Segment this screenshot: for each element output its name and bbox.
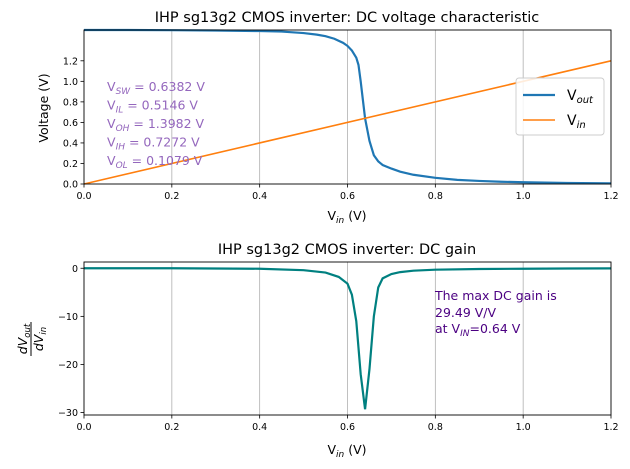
threshold-annotation-ih: VIH = 0.7272 V (107, 135, 200, 153)
gain-y-tick-label: −30 (58, 408, 78, 419)
voltage-y-tick-label: 0.4 (63, 138, 78, 149)
legend-vout-label: Vout (567, 88, 594, 106)
gain-chart-title: IHP sg13g2 CMOS inverter: DC gain (218, 242, 476, 258)
gain-x-tick-label: 0.4 (252, 422, 267, 433)
vout-series-line (84, 28, 612, 185)
gain-y-numerator: dVout (15, 323, 33, 354)
voltage-y-tick-label: 0.6 (63, 118, 78, 129)
voltage-chart-y-ticks: 0.0 0.2 0.4 0.6 0.8 1.0 1.2 (63, 56, 84, 191)
gain-chart-x-ticks: 0.0 0.2 0.4 0.6 0.8 1.0 1.2 (76, 415, 619, 433)
voltage-x-tick-label: 0.4 (252, 191, 267, 202)
gain-x-tick-label: 1.2 (603, 422, 618, 433)
gain-chart: IHP sg13g2 CMOS inverter: DC gain 0.0 0.2… (15, 242, 619, 460)
voltage-chart-x-ticks: 0.0 0.2 0.4 0.6 0.8 1.0 1.2 (76, 184, 619, 202)
voltage-x-tick-label: 0.8 (428, 191, 443, 202)
voltage-x-tick-label: 1.0 (516, 191, 531, 202)
voltage-y-tick-label: 1.2 (63, 56, 78, 67)
gain-y-tick-label: 0 (72, 264, 78, 275)
voltage-chart: IHP sg13g2 CMOS inverter: DC voltage cha… (36, 10, 619, 226)
gain-x-tick-label: 0.6 (340, 422, 355, 433)
gain-y-tick-label: −20 (58, 360, 78, 371)
threshold-annotation-oh: VOH = 1.3982 V (107, 116, 205, 134)
legend-vin-label: Vin (567, 113, 586, 131)
gain-x-tick-label: 0.0 (76, 422, 91, 433)
gain-x-tick-label: 0.8 (428, 422, 443, 433)
legend-box (515, 77, 605, 136)
gain-y-denominator: dVin (31, 327, 49, 351)
gain-y-tick-label: −10 (58, 312, 78, 323)
voltage-y-tick-label: 1.0 (63, 77, 78, 88)
voltage-chart-grid (171, 30, 524, 184)
gain-chart-grid (171, 262, 524, 415)
gain-x-tick-label: 0.2 (164, 422, 179, 433)
voltage-chart-legend: Vout Vin (515, 77, 605, 136)
voltage-x-tick-label: 0.0 (76, 191, 91, 202)
max-gain-annotation: The max DC gain is 29.49 V/V at VIN=0.64… (434, 288, 557, 339)
max-gain-line-2: 29.49 V/V (435, 305, 497, 320)
gain-chart-y-ticks: 0 −10 −20 −30 (58, 264, 84, 419)
voltage-chart-x-label: Vin (V) (327, 208, 366, 226)
gain-chart-y-label: dVout dVin (15, 322, 49, 356)
voltage-chart-y-label: Voltage (V) (36, 73, 51, 142)
voltage-x-tick-label: 0.6 (340, 191, 355, 202)
gain-chart-x-label: Vin (V) (327, 442, 366, 460)
voltage-y-tick-label: 0.0 (63, 180, 78, 191)
voltage-y-tick-label: 0.2 (63, 159, 78, 170)
gain-series-line (84, 267, 612, 410)
voltage-x-tick-label: 1.2 (603, 191, 618, 202)
voltage-x-tick-label: 0.2 (164, 191, 179, 202)
gain-x-tick-label: 1.0 (516, 422, 531, 433)
max-gain-line-1: The max DC gain is (434, 288, 557, 303)
max-gain-line-3: at VIN=0.64 V (435, 321, 521, 339)
threshold-annotation-sw: VSW = 0.6382 V (107, 79, 205, 97)
voltage-chart-title: IHP sg13g2 CMOS inverter: DC voltage cha… (155, 10, 540, 26)
threshold-annotation-il: VIL = 0.5146 V (107, 98, 198, 116)
voltage-y-tick-label: 0.8 (63, 97, 78, 108)
threshold-annotation-ol: VOL = 0.1079 V (107, 153, 203, 171)
